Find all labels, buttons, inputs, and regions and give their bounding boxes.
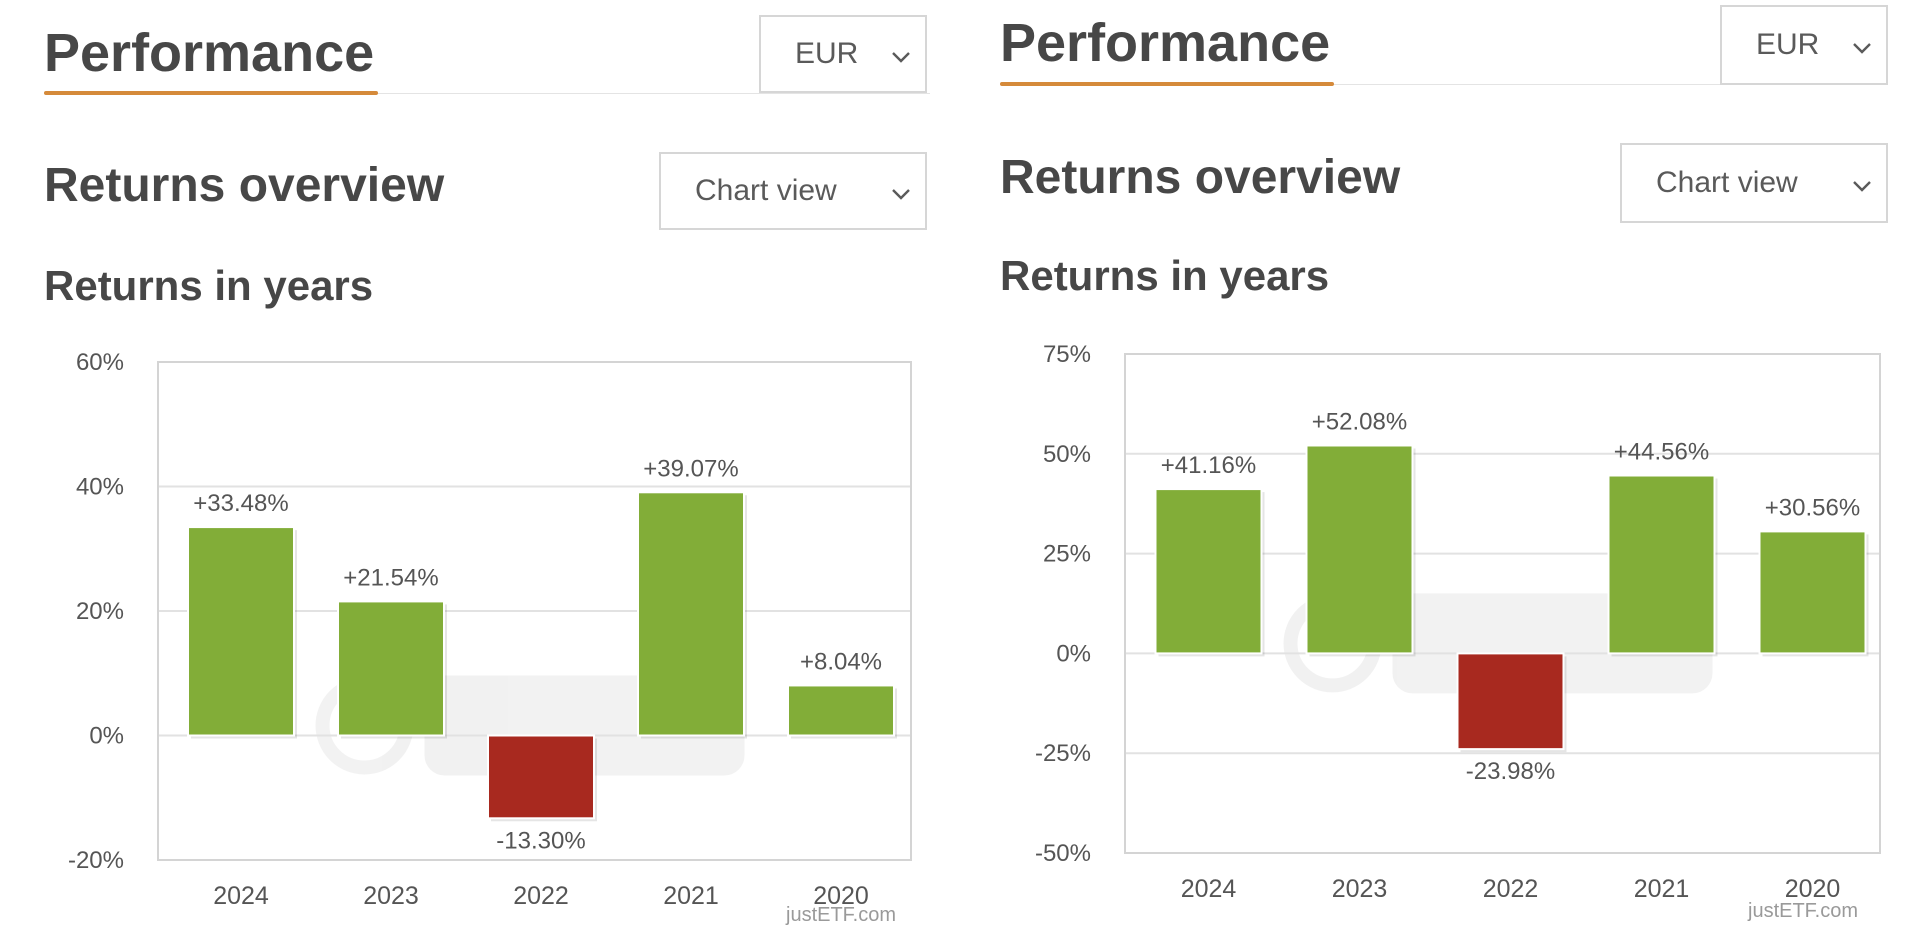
data-label: +21.54% (343, 564, 438, 591)
x-tick-label: 2023 (363, 882, 419, 910)
bar-2023[interactable] (337, 600, 445, 737)
y-tick-label: 25% (1043, 541, 1091, 568)
returns-bar-chart: 75% 50% 25% 0% -25% -50% +41.16% 2024 +52.08% 202… (1035, 341, 1881, 903)
x-tick-label: 2024 (213, 882, 269, 910)
bar-2023[interactable] (1305, 444, 1414, 655)
x-tick-label: 2022 (513, 882, 569, 910)
x-tick-label: 2020 (813, 882, 869, 910)
bar-2021[interactable] (1607, 474, 1716, 655)
y-tick-label: 20% (76, 598, 124, 625)
x-tick-label: 2020 (1785, 875, 1841, 903)
bar-2022[interactable] (1456, 652, 1565, 751)
currency-select-value: EUR (1756, 28, 1820, 61)
currency-select-value: EUR (795, 37, 859, 70)
y-tick-label: 50% (1043, 441, 1091, 468)
performance-underline (44, 91, 378, 95)
performance-divider (44, 93, 930, 94)
returns-overview-title: Returns overview (1000, 151, 1401, 204)
x-tick-label: 2024 (1181, 875, 1237, 903)
view-select-value: Chart view (1656, 166, 1798, 199)
chevron-down-icon (1852, 166, 1872, 200)
x-tick-label: 2021 (1634, 875, 1690, 903)
y-tick-label: 60% (76, 349, 124, 376)
view-select-value: Chart view (695, 174, 837, 207)
data-label: -13.30% (496, 827, 585, 854)
y-tick-label: 75% (1043, 341, 1091, 368)
y-tick-label: -25% (1035, 740, 1091, 767)
returns-bar-chart: 60% 40% 20% 0% -20% +33.48% 2024 +21.54% 2023 -13… (68, 349, 912, 910)
data-label: -23.98% (1466, 758, 1555, 785)
chart-credit[interactable]: justETF.com (786, 904, 897, 926)
view-select[interactable]: Chart view (659, 152, 927, 230)
data-label: +52.08% (1312, 408, 1407, 435)
performance-panel-left: Performance EUR Returns overview Chart v… (44, 15, 930, 926)
plot-frame (157, 361, 912, 861)
performance-panel-right: Performance EUR Returns overview Chart v… (960, 0, 1920, 931)
chevron-down-icon (1852, 28, 1872, 62)
bar-2020[interactable] (787, 684, 895, 737)
data-label: +8.04% (800, 648, 882, 675)
bar-2021[interactable] (637, 491, 745, 737)
bar-2022[interactable] (487, 734, 595, 820)
data-label: +41.16% (1161, 452, 1256, 479)
x-tick-label: 2021 (663, 882, 719, 910)
currency-select[interactable]: EUR (1720, 5, 1888, 85)
bar-2024[interactable] (187, 526, 295, 737)
data-label: +33.48% (193, 490, 288, 517)
performance-title: Performance (44, 23, 375, 83)
chevron-down-icon (891, 174, 911, 208)
performance-divider (1000, 84, 1880, 85)
y-tick-label: -20% (68, 847, 124, 874)
data-label: +39.07% (643, 455, 738, 482)
performance-title: Performance (1000, 13, 1331, 73)
y-tick-label: 0% (1056, 640, 1091, 667)
bar-2024[interactable] (1154, 488, 1263, 655)
currency-select[interactable]: EUR (759, 15, 927, 93)
returns-overview-title: Returns overview (44, 159, 445, 212)
y-tick-label: -50% (1035, 840, 1091, 867)
view-select[interactable]: Chart view (1620, 143, 1888, 223)
chevron-down-icon (891, 37, 911, 71)
bar-2020[interactable] (1758, 530, 1867, 655)
x-tick-label: 2023 (1332, 875, 1388, 903)
returns-in-years-title: Returns in years (1000, 252, 1330, 299)
chart-credit[interactable]: justETF.com (1748, 900, 1859, 922)
performance-underline (1000, 82, 1334, 86)
y-tick-label: 0% (89, 723, 124, 750)
x-tick-label: 2022 (1483, 875, 1539, 903)
y-tick-label: 40% (76, 474, 124, 501)
returns-in-years-title: Returns in years (44, 262, 374, 309)
data-label: +44.56% (1614, 439, 1709, 466)
data-label: +30.56% (1765, 494, 1860, 521)
plot-frame (1124, 353, 1881, 854)
